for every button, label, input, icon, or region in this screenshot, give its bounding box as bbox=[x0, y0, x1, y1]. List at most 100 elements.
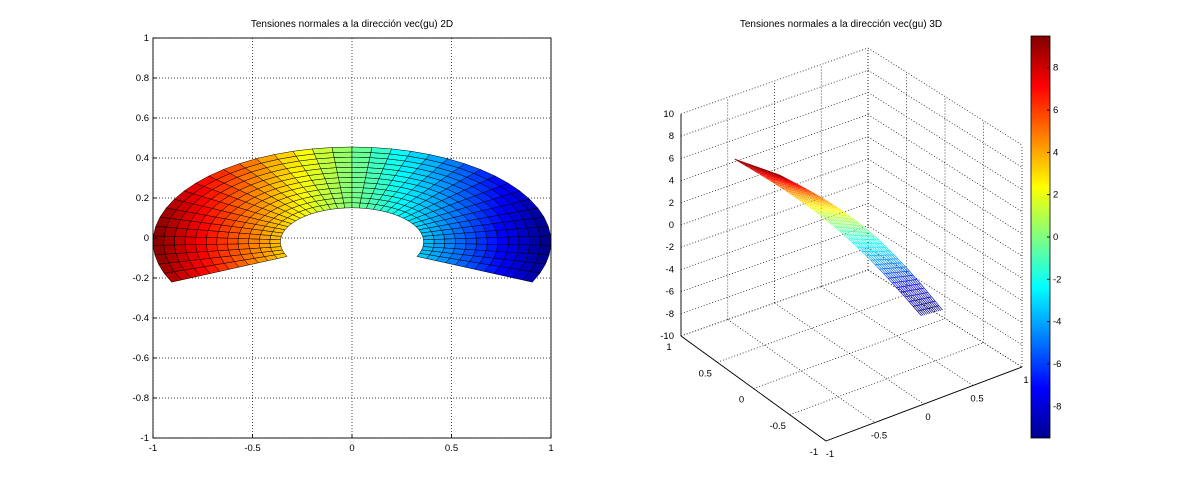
surface-line bbox=[823, 202, 827, 204]
surface-line bbox=[780, 176, 785, 179]
surface-line bbox=[857, 246, 863, 252]
grid-line-z-right bbox=[867, 136, 1023, 235]
surface-line bbox=[808, 192, 812, 194]
surface-line bbox=[816, 208, 822, 213]
mesh-cell bbox=[370, 147, 393, 155]
surface-line bbox=[809, 202, 814, 204]
surface-line bbox=[870, 239, 876, 244]
surface-line bbox=[829, 208, 833, 210]
surface-line bbox=[855, 228, 861, 233]
mesh-cell bbox=[342, 197, 353, 204]
surface-line bbox=[887, 268, 893, 274]
mesh-cell bbox=[339, 182, 353, 189]
surface-line bbox=[922, 309, 928, 315]
surface-line bbox=[818, 203, 823, 206]
surface-line bbox=[749, 164, 754, 167]
surface-line bbox=[784, 181, 789, 184]
mesh-cell bbox=[237, 243, 250, 250]
surface-line bbox=[931, 296, 936, 302]
surface-line bbox=[843, 215, 849, 220]
surface-line bbox=[855, 238, 861, 244]
mesh-cell bbox=[333, 197, 345, 204]
mesh-cell bbox=[454, 243, 467, 250]
surface-line bbox=[856, 225, 862, 230]
tick-label-z: 4 bbox=[669, 176, 674, 187]
mesh-cell bbox=[333, 156, 353, 163]
mesh-cell bbox=[351, 172, 367, 178]
surface-line bbox=[824, 204, 829, 207]
surface-line bbox=[920, 310, 926, 316]
surface-line bbox=[838, 220, 844, 225]
surface-line bbox=[797, 187, 801, 190]
surface-line bbox=[910, 301, 916, 307]
mesh-cell bbox=[195, 244, 208, 253]
mesh-cell bbox=[205, 237, 218, 245]
surface-line bbox=[785, 190, 790, 192]
surface-line bbox=[904, 271, 910, 276]
surface-line bbox=[815, 199, 820, 201]
surface-line bbox=[885, 268, 891, 274]
colorbar-ticks: 8 6 4 2 0 -2 -4 -6 -8 bbox=[1047, 63, 1061, 412]
surface-line bbox=[856, 235, 862, 240]
surface-line bbox=[850, 218, 856, 223]
surface-line bbox=[896, 272, 901, 277]
surface-line bbox=[861, 251, 867, 257]
surface-line bbox=[808, 195, 812, 197]
surface-line bbox=[849, 221, 855, 226]
surface-line bbox=[823, 207, 829, 211]
surface-line bbox=[828, 216, 834, 221]
grid-line-floor-a bbox=[821, 286, 974, 386]
grid-line-z-left bbox=[680, 69, 869, 137]
surface-line bbox=[786, 180, 791, 183]
surface-line bbox=[829, 222, 835, 227]
mesh-cell bbox=[174, 236, 186, 246]
surface-line bbox=[811, 200, 815, 202]
surface-line bbox=[892, 267, 897, 273]
surface-line bbox=[787, 185, 791, 187]
surface-line bbox=[789, 191, 793, 193]
surface-line bbox=[851, 224, 857, 229]
grid-line-z-right bbox=[867, 69, 1023, 168]
mesh-cell bbox=[423, 239, 435, 244]
surface-line bbox=[822, 200, 826, 202]
tick-label-z: 6 bbox=[669, 153, 674, 164]
surface-line bbox=[835, 219, 841, 225]
grid-line-floor-b bbox=[717, 293, 907, 363]
surface-line bbox=[757, 170, 762, 173]
surface-line bbox=[865, 239, 871, 244]
surface-line bbox=[770, 173, 774, 176]
surface-line bbox=[852, 242, 858, 248]
mesh-cell bbox=[216, 243, 229, 251]
surface-line bbox=[822, 215, 829, 220]
surface-line bbox=[803, 201, 808, 203]
surface-line bbox=[919, 293, 925, 299]
grid-line-z-right bbox=[867, 203, 1023, 301]
surface-line bbox=[888, 263, 893, 269]
surface-line bbox=[871, 235, 877, 240]
surface-line bbox=[831, 216, 837, 221]
surface-line bbox=[750, 165, 755, 168]
mesh-cell bbox=[343, 202, 353, 209]
surface-line bbox=[839, 230, 845, 235]
surface-line bbox=[924, 309, 929, 315]
mesh-cell bbox=[227, 243, 240, 251]
mesh-cell bbox=[522, 271, 541, 283]
surface-line bbox=[874, 264, 880, 270]
surface-line bbox=[908, 295, 914, 302]
surface-line bbox=[927, 302, 932, 308]
surface-line bbox=[836, 207, 842, 211]
surface-line bbox=[758, 168, 762, 171]
mesh-cell bbox=[507, 236, 520, 246]
surface-line bbox=[931, 301, 936, 307]
surface-line bbox=[905, 266, 910, 272]
surface-line bbox=[826, 207, 832, 212]
grid-line-z-right bbox=[867, 92, 1023, 190]
surface-line bbox=[820, 206, 826, 211]
tick-label-z: -4 bbox=[666, 264, 674, 275]
tick-label-x3d: -0.5 bbox=[871, 431, 887, 442]
surface-line bbox=[886, 246, 891, 252]
grid-line-z-right bbox=[867, 180, 1023, 279]
surface-line bbox=[806, 201, 812, 206]
surface-line bbox=[813, 194, 817, 197]
axis-y bbox=[680, 335, 827, 442]
